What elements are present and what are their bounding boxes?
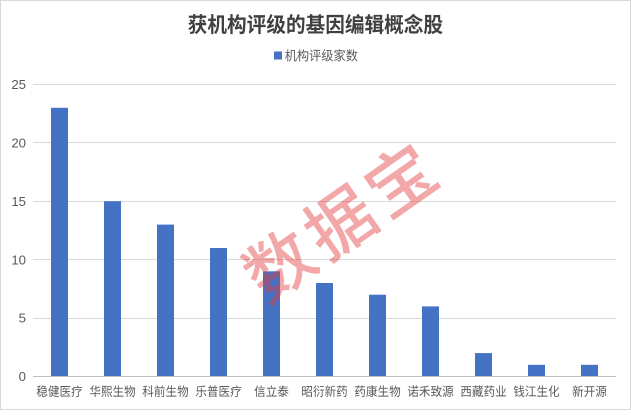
- svg-text:10: 10: [11, 252, 26, 267]
- svg-text:15: 15: [11, 194, 26, 209]
- svg-text:25: 25: [11, 77, 26, 92]
- svg-text:5: 5: [19, 311, 26, 326]
- svg-text:0: 0: [19, 369, 26, 384]
- svg-text:20: 20: [11, 135, 26, 150]
